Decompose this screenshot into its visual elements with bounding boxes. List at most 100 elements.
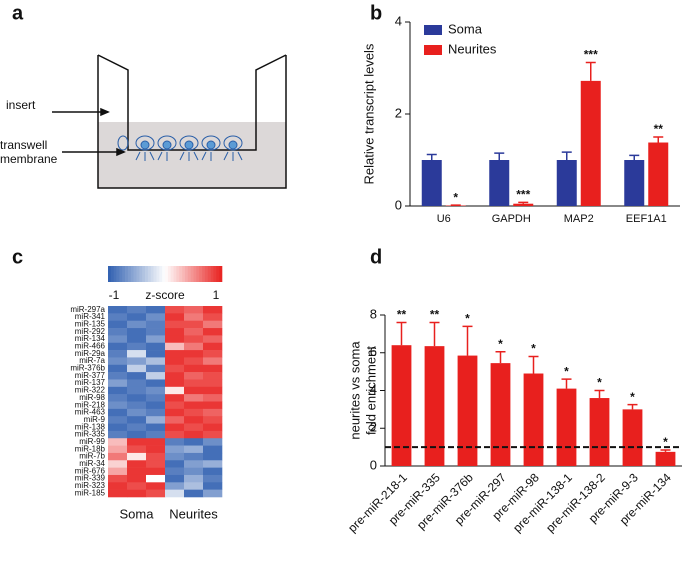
heatmap-cell bbox=[108, 452, 128, 461]
transwell-diagram bbox=[52, 54, 287, 189]
heatmap-cell bbox=[127, 452, 147, 461]
heatmap-cell bbox=[108, 430, 128, 439]
row-label: miR-335 bbox=[75, 430, 106, 439]
colorbar-tick-label: 1 bbox=[213, 288, 220, 302]
colorbar-segment bbox=[110, 266, 114, 282]
column-label: Soma bbox=[120, 506, 155, 521]
heatmap-cell bbox=[165, 386, 185, 395]
x-tick-label: GAPDH bbox=[492, 213, 531, 225]
heatmap-cell bbox=[146, 313, 166, 321]
heatmap-cell bbox=[203, 394, 223, 402]
heatmap-cell bbox=[203, 474, 223, 483]
heatmap-cell bbox=[108, 364, 128, 373]
heatmap-cell bbox=[127, 386, 147, 395]
row-label: miR-134 bbox=[75, 334, 106, 343]
heatmap-cell bbox=[203, 489, 223, 498]
significance: ** bbox=[654, 122, 664, 136]
bar bbox=[556, 160, 577, 206]
heatmap-cell bbox=[203, 482, 223, 490]
heatmap-cell bbox=[203, 313, 223, 321]
colorbar-segment bbox=[173, 266, 177, 282]
heatmap-cell bbox=[146, 489, 166, 498]
heatmap-cell bbox=[127, 467, 147, 476]
error-bar bbox=[426, 153, 437, 160]
heatmap-cell bbox=[127, 430, 147, 439]
heatmap-cell bbox=[203, 320, 223, 329]
heatmap-cell bbox=[108, 394, 128, 402]
error-bar bbox=[528, 355, 539, 374]
heatmap-cell bbox=[127, 438, 147, 446]
error-bar bbox=[585, 61, 596, 81]
colorbar-segment bbox=[116, 266, 120, 282]
heatmap-cell bbox=[184, 467, 204, 476]
heatmap-cell bbox=[184, 408, 204, 417]
heatmap-cell bbox=[108, 335, 128, 344]
heatmap-cell bbox=[127, 423, 147, 432]
heatmap-cell bbox=[203, 430, 223, 439]
heatmap-cell bbox=[127, 460, 147, 468]
heatmap-cell bbox=[203, 350, 223, 358]
heatmap-cell bbox=[184, 379, 204, 388]
heatmap-cell bbox=[203, 306, 223, 314]
bar bbox=[655, 451, 676, 466]
error-bar bbox=[561, 378, 572, 389]
heatmap-cell bbox=[184, 320, 204, 329]
significance: * bbox=[564, 364, 569, 378]
bar bbox=[391, 345, 412, 466]
heatmap-cell bbox=[184, 438, 204, 446]
row-label: miR-377 bbox=[75, 371, 106, 380]
heatmap-cell bbox=[184, 401, 204, 410]
heatmap-cell bbox=[184, 306, 204, 314]
colorbar-segment bbox=[176, 266, 180, 282]
heatmap-cell bbox=[108, 460, 128, 468]
heatmap-cell bbox=[127, 416, 147, 424]
heatmap-cell bbox=[146, 416, 166, 424]
heatmap-cell bbox=[108, 482, 128, 490]
heatmap-cell bbox=[127, 379, 147, 388]
heatmap-cell bbox=[165, 416, 185, 424]
colorbar-segment bbox=[119, 266, 123, 282]
legend-label: Neurites bbox=[448, 41, 497, 56]
heatmap-cell bbox=[146, 408, 166, 417]
heatmap-cell bbox=[127, 357, 147, 366]
significance: * bbox=[663, 435, 668, 449]
heatmap-cell bbox=[165, 474, 185, 483]
heatmap-cell bbox=[127, 372, 147, 380]
heatmap-cell bbox=[108, 379, 128, 388]
row-label: miR-463 bbox=[75, 408, 106, 417]
significance: * bbox=[465, 311, 470, 325]
row-label: miR-138 bbox=[75, 422, 106, 431]
error-bar bbox=[653, 136, 664, 143]
heatmap-cell bbox=[184, 372, 204, 380]
panel-letter: b bbox=[370, 2, 382, 24]
row-label: miR-185 bbox=[75, 488, 106, 497]
heatmap-cell bbox=[127, 335, 147, 344]
row-label: miR-7a bbox=[79, 356, 105, 365]
significance: ** bbox=[430, 308, 440, 322]
row-label: miR-98 bbox=[79, 393, 105, 402]
x-tick-label: EEF1A1 bbox=[626, 213, 667, 225]
heatmap-cell bbox=[184, 364, 204, 373]
heatmap-cell bbox=[146, 342, 166, 351]
colorbar-tick-label: -1 bbox=[109, 288, 120, 302]
bar bbox=[421, 160, 442, 206]
colorbar-segment bbox=[204, 266, 209, 282]
row-label: miR-292 bbox=[75, 327, 106, 336]
heatmap-cell bbox=[184, 482, 204, 490]
heatmap-cell bbox=[184, 474, 204, 483]
error-bar bbox=[429, 321, 440, 347]
colorbar-segment bbox=[113, 266, 117, 282]
row-label: miR-34 bbox=[79, 459, 105, 468]
heatmap-cell bbox=[184, 394, 204, 402]
row-label: miR-676 bbox=[75, 466, 106, 475]
heatmap-cell bbox=[108, 313, 128, 321]
heatmap-cell bbox=[203, 364, 223, 373]
row-label: miR-29a bbox=[75, 349, 106, 358]
heatmap-cell bbox=[184, 452, 204, 461]
row-label: miR-297a bbox=[70, 305, 105, 314]
heatmap-cell bbox=[203, 423, 223, 432]
heatmap-cell bbox=[108, 423, 128, 432]
colorbar-segment bbox=[150, 266, 154, 282]
diagram-label: insert bbox=[6, 98, 36, 112]
heatmap-cell bbox=[165, 364, 185, 373]
